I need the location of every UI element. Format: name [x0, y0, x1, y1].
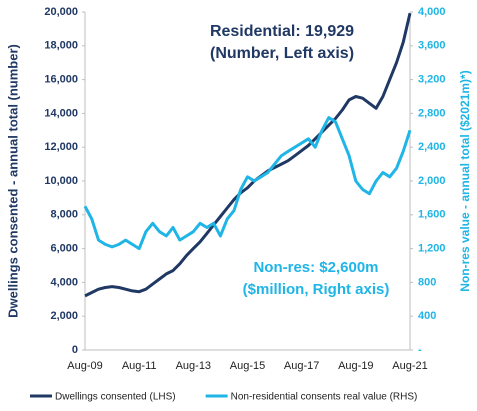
y-tick-label: 20,000	[44, 6, 78, 18]
series-line	[84, 12, 412, 298]
y2-tick-label: -	[418, 344, 422, 356]
y-tick-label: 6,000	[50, 243, 78, 255]
y-tick-label: 8,000	[50, 209, 78, 221]
y2-axis-title: Non-res value - annual total ($2021m)*)	[458, 70, 472, 291]
x-tick-label: Aug-13	[176, 360, 211, 372]
x-tick-label: Aug-19	[338, 360, 373, 372]
legend-label: Dwellings consented (LHS)	[55, 392, 176, 403]
y2-tick-label: 3,600	[418, 40, 446, 52]
x-tick-label: Aug-11	[122, 360, 157, 372]
y2-tick-label: 2,800	[418, 107, 446, 119]
y2-tick-label: 1,200	[418, 243, 446, 255]
legend-label: Non-residential consents real value (RHS…	[231, 392, 418, 403]
series-line	[83, 116, 412, 251]
y-tick-label: 14,000	[44, 107, 78, 119]
y-tick-label: 4,000	[50, 276, 78, 288]
y2-tick-label: 400	[418, 310, 436, 322]
x-tick-label: Aug-17	[284, 360, 319, 372]
y2-tick-label: 3,200	[418, 74, 446, 86]
y2-tick-label: 1,600	[418, 209, 446, 221]
y2-tick-label: 4,000	[418, 6, 446, 18]
y-tick-label: 18,000	[44, 40, 78, 52]
y-tick-label: 0	[72, 344, 78, 356]
x-tick-label: Aug-09	[67, 360, 102, 372]
y-tick-label: 2,000	[50, 310, 78, 322]
y2-tick-label: 2,000	[418, 175, 446, 187]
y2-tick-label: 2,400	[418, 141, 446, 153]
y-tick-label: 16,000	[44, 74, 78, 86]
annotation: Residential: 19,929	[210, 23, 354, 40]
x-tick-label: Aug-15	[230, 360, 265, 372]
annotation: (Number, Left axis)	[210, 45, 354, 62]
y-axis-title: Dwellings consented - annual total (numb…	[5, 44, 20, 318]
annotation: ($million, Right axis)	[243, 281, 390, 298]
annotation: Non-res: $2,600m	[253, 259, 378, 276]
y2-tick-label: 800	[418, 276, 436, 288]
y-tick-label: 10,000	[44, 175, 78, 187]
x-tick-label: Aug-21	[392, 360, 427, 372]
y-tick-label: 12,000	[44, 141, 78, 153]
